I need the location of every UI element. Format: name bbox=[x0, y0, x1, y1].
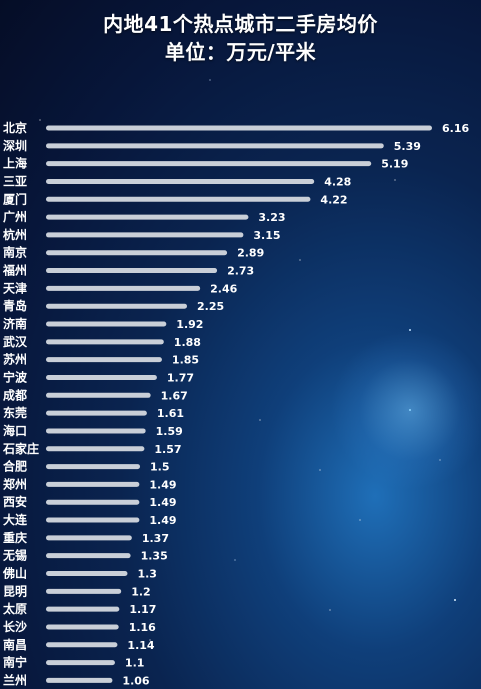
category-label: 海口 bbox=[3, 423, 27, 438]
category-label: 南京 bbox=[3, 245, 27, 260]
bar bbox=[46, 410, 147, 416]
value-label: 1.85 bbox=[172, 354, 199, 367]
category-label: 成都 bbox=[3, 387, 27, 402]
bar bbox=[46, 392, 151, 398]
value-label: 1.67 bbox=[161, 389, 188, 402]
bar bbox=[46, 214, 249, 220]
value-label: 2.25 bbox=[197, 300, 224, 313]
bar bbox=[46, 499, 140, 505]
bar bbox=[46, 571, 128, 576]
value-label: 5.39 bbox=[394, 140, 421, 153]
category-label: 郑州 bbox=[3, 476, 27, 491]
category-label: 东莞 bbox=[3, 405, 27, 420]
bar bbox=[46, 535, 132, 541]
category-label: 天津 bbox=[3, 280, 27, 295]
value-label: 1.37 bbox=[142, 532, 169, 545]
value-label: 1.17 bbox=[129, 603, 156, 616]
bar bbox=[46, 161, 372, 167]
value-label: 1.59 bbox=[156, 425, 183, 438]
value-label: 1.88 bbox=[174, 336, 201, 349]
bar bbox=[46, 642, 118, 648]
category-label: 长沙 bbox=[3, 619, 27, 634]
category-label: 合肥 bbox=[3, 459, 27, 474]
bar bbox=[46, 588, 122, 594]
value-label: 1.49 bbox=[149, 478, 176, 491]
category-label: 大连 bbox=[3, 512, 28, 527]
value-label: 2.89 bbox=[237, 247, 264, 260]
category-label: 南昌 bbox=[3, 637, 27, 652]
value-label: 4.22 bbox=[320, 193, 347, 206]
value-label: 1.06 bbox=[122, 674, 149, 687]
category-label: 昆明 bbox=[3, 584, 27, 598]
bar bbox=[46, 196, 311, 202]
bar bbox=[46, 481, 140, 487]
bar bbox=[46, 143, 384, 149]
value-label: 4.28 bbox=[324, 175, 351, 188]
category-label: 深圳 bbox=[3, 138, 27, 153]
category-label: 兰州 bbox=[3, 672, 27, 687]
bar bbox=[46, 357, 162, 363]
bar bbox=[46, 660, 115, 666]
bar bbox=[46, 553, 131, 559]
category-label: 北京 bbox=[3, 120, 27, 135]
category-label: 西安 bbox=[3, 494, 27, 509]
value-label: 1.57 bbox=[154, 443, 181, 456]
value-label: 2.73 bbox=[227, 265, 254, 278]
category-label: 太原 bbox=[3, 601, 27, 616]
category-label: 青岛 bbox=[3, 298, 27, 313]
category-label: 杭州 bbox=[3, 227, 27, 242]
bar bbox=[46, 446, 145, 452]
bar bbox=[46, 285, 201, 291]
chart-subtitle: 单位：万元/平米 bbox=[164, 40, 317, 64]
category-label: 佛山 bbox=[2, 566, 27, 581]
category-label: 三亚 bbox=[3, 174, 27, 188]
category-label: 上海 bbox=[3, 156, 27, 171]
bar bbox=[46, 677, 113, 683]
value-label: 1.49 bbox=[149, 496, 176, 509]
bar bbox=[46, 232, 244, 238]
value-label: 1.49 bbox=[149, 514, 176, 527]
bar bbox=[46, 250, 228, 256]
value-label: 1.2 bbox=[131, 585, 151, 598]
category-label: 武汉 bbox=[3, 334, 28, 349]
bar bbox=[46, 624, 119, 630]
category-label: 福州 bbox=[2, 263, 27, 278]
value-label: 1.77 bbox=[167, 371, 194, 384]
value-label: 1.16 bbox=[129, 621, 156, 634]
category-label: 厦门 bbox=[3, 191, 27, 206]
value-label: 1.1 bbox=[125, 657, 145, 670]
value-label: 1.5 bbox=[150, 461, 170, 474]
value-label: 3.23 bbox=[258, 211, 285, 224]
bar bbox=[46, 268, 218, 274]
category-label: 重庆 bbox=[3, 530, 27, 545]
value-label: 1.35 bbox=[141, 550, 168, 563]
bar bbox=[46, 374, 157, 380]
category-label: 广州 bbox=[3, 209, 27, 224]
value-label: 1.61 bbox=[157, 407, 184, 420]
value-label: 3.15 bbox=[253, 229, 280, 242]
bar bbox=[46, 125, 432, 131]
bar bbox=[46, 428, 146, 434]
bar bbox=[46, 339, 164, 345]
value-label: 6.16 bbox=[442, 122, 469, 135]
bar bbox=[46, 464, 140, 470]
category-label: 济南 bbox=[3, 316, 27, 331]
category-label: 无锡 bbox=[2, 548, 27, 563]
bar bbox=[46, 517, 140, 523]
category-label: 石家庄 bbox=[2, 441, 39, 456]
chart-title: 内地41个热点城市二手房均价 bbox=[103, 12, 378, 36]
bar bbox=[46, 606, 120, 612]
value-label: 5.19 bbox=[381, 158, 408, 171]
category-label: 苏州 bbox=[3, 352, 27, 367]
value-label: 1.3 bbox=[137, 568, 157, 581]
value-label: 1.92 bbox=[176, 318, 203, 331]
bar bbox=[46, 321, 167, 327]
value-label: 1.14 bbox=[127, 639, 154, 652]
category-label: 南宁 bbox=[3, 655, 27, 670]
bar bbox=[46, 303, 187, 309]
category-label: 宁波 bbox=[3, 369, 28, 384]
value-label: 2.46 bbox=[210, 282, 237, 295]
bar bbox=[46, 178, 315, 184]
